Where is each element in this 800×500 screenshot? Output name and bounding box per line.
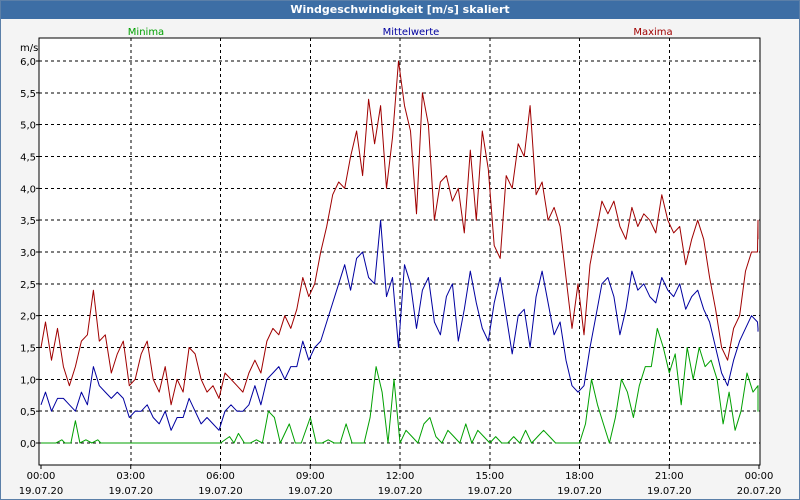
- series-layer: [40, 60, 759, 444]
- x-tick-date: 19.07.20: [19, 486, 64, 497]
- y-tick-label: 0,0: [20, 439, 36, 450]
- x-tick-time: 00:00: [27, 471, 56, 482]
- series-line-mittelwerte: [40, 219, 759, 431]
- y-tick-label: 5,0: [20, 121, 36, 132]
- x-tick-date: 19.07.20: [288, 486, 333, 497]
- legend: Minima Mittelwerte Maxima: [128, 27, 673, 38]
- y-tick-label: 2,5: [20, 280, 36, 291]
- y-tick-label: 1,0: [20, 375, 36, 386]
- y-axis-label: m/s: [20, 43, 38, 54]
- y-tick-label: 6,0: [20, 57, 36, 68]
- grid: [39, 38, 760, 465]
- x-tick-date: 19.07.20: [467, 486, 512, 497]
- series-line-maxima: [40, 60, 759, 406]
- x-tick-time: 12:00: [386, 471, 415, 482]
- x-tick-time: 00:00: [745, 471, 774, 482]
- x-tick-time: 18:00: [565, 471, 594, 482]
- x-tick-time: 09:00: [296, 471, 325, 482]
- legend-mittelwerte: Mittelwerte: [383, 27, 440, 38]
- x-tick-date: 19.07.20: [378, 486, 423, 497]
- y-axis: 0,0 0,5 1,0 1,5 2,0 2,5 3,0 3,5 4,0 4,5 5,0 5,5 6,0 m…: [20, 43, 39, 450]
- y-tick-label: 5,5: [20, 89, 36, 100]
- y-tick-label: 3,5: [20, 216, 36, 227]
- legend-maxima: Maxima: [633, 27, 672, 38]
- x-axis: 00:00 19.07.20 03:00 19.07.20 06:00 19.07.20 0…: [19, 465, 782, 497]
- x-tick-date: 19.07.20: [198, 486, 243, 497]
- y-tick-label: 2,0: [20, 312, 36, 323]
- y-tick-label: 1,5: [20, 344, 36, 355]
- x-tick-time: 06:00: [206, 471, 235, 482]
- y-tick-label: 4,0: [20, 184, 36, 195]
- window-title: Windgeschwindigkeit [m/s] skaliert: [1, 1, 799, 19]
- x-tick-time: 15:00: [475, 471, 504, 482]
- series-line-minima: [41, 327, 759, 444]
- x-tick-date: 19.07.20: [557, 486, 602, 497]
- y-tick-label: 4,5: [20, 153, 36, 164]
- x-tick-time: 21:00: [655, 471, 684, 482]
- y-tick-label: 3,0: [20, 248, 36, 259]
- x-tick-date: 20.07.20: [737, 486, 782, 497]
- legend-minima: Minima: [128, 27, 164, 38]
- x-tick-time: 03:00: [116, 471, 145, 482]
- x-tick-date: 19.07.20: [108, 486, 153, 497]
- x-tick-date: 19.07.20: [647, 486, 692, 497]
- y-tick-label: 0,5: [20, 407, 36, 418]
